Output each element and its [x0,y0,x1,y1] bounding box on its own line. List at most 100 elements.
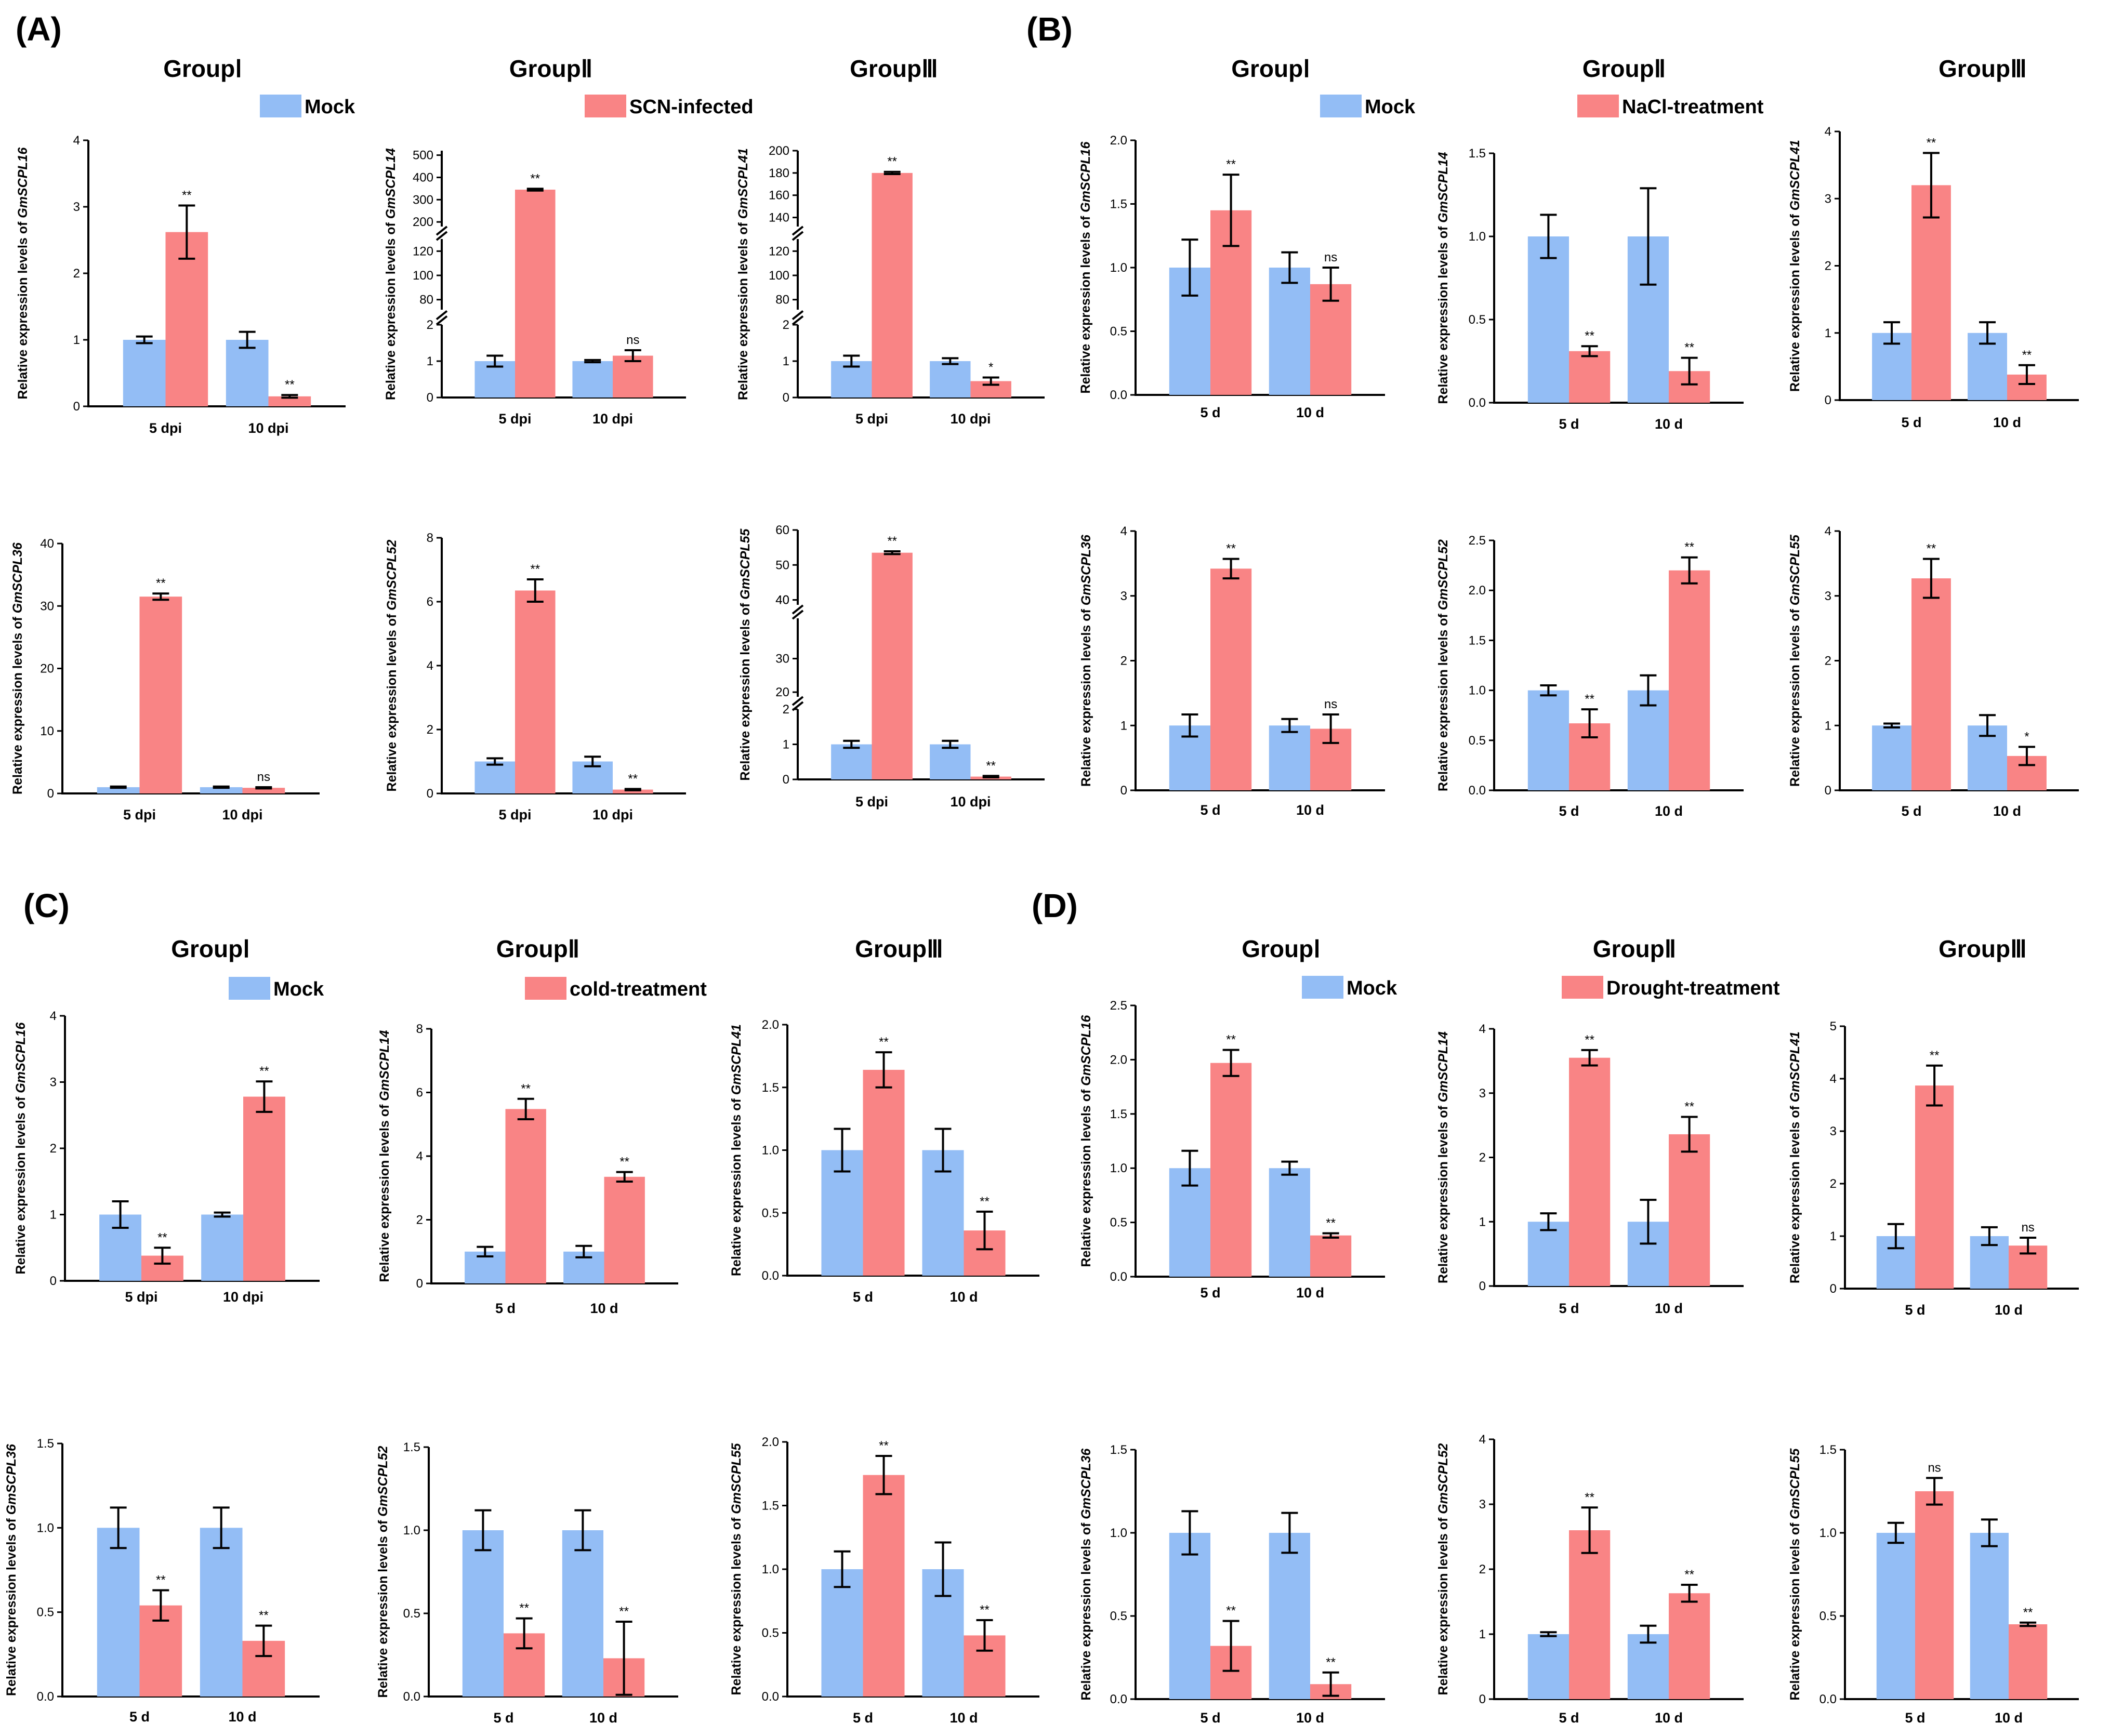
bar-mock [226,340,269,406]
significance-label: ** [182,188,192,202]
y-axis-title-prefix: Relative expression levels of [1079,1086,1093,1267]
significance-label: ** [1684,1100,1694,1114]
y-axis-title: Relative expression levels of GmSCPL52 [1436,1443,1450,1695]
y-tick-label: 2 [416,1213,423,1227]
x-tick-label: 10 d [1655,803,1683,819]
y-axis-title-gene: GmSCPL14 [377,1030,392,1101]
legend-label-treatment: Drought-treatment [1606,977,1780,999]
x-tick-label: 10 d [1655,1301,1683,1316]
group-title: GroupⅠ [163,55,242,82]
axis-break-mark [436,310,448,321]
axis-break-mark [792,609,804,620]
y-axis-title: Relative expression levels of GmSCPL36 [4,1443,19,1696]
y-tick-label: 8 [427,531,433,545]
axis-break-mark [792,696,804,706]
bar-treatment [872,552,913,779]
significance-label: ** [285,378,295,392]
y-tick-label: 0.5 [762,1206,779,1220]
x-tick-label: 5 d [1901,415,1921,430]
y-axis-title-prefix: Relative expression levels of [1436,223,1450,404]
significance-label: * [988,361,993,375]
significance-label: ** [521,1082,531,1096]
bar-treatment [1210,568,1252,790]
significance-label: * [2024,730,2029,744]
chart-c-gmscpl14: 0 2 4 6 8 Relative expression levels of GmSCP… [377,1022,678,1316]
legend-label-mock: Mock [305,96,355,118]
y-tick-label: 0.5 [1110,1609,1127,1623]
y-axis-title-gene: GmSCPL55 [729,1442,744,1514]
y-tick-label: 2 [1825,654,1831,668]
y-axis-title-prefix: Relative expression levels of [4,1515,19,1696]
bar-mock [1527,236,1569,403]
y-axis-title: Relative expression levels of GmSCPL41 [1788,140,1802,392]
y-tick-label: 1.5 [1110,1107,1127,1121]
x-tick-label: 5 d [1559,416,1579,432]
chart-a-gmscpl16: 0 1 2 3 4 Relative expression levels of GmSCP… [16,134,346,436]
significance-label: ** [980,1603,990,1617]
bar-mock [1527,1634,1569,1699]
significance-label: ** [879,1439,889,1453]
y-tick-label: 1.0 [762,1562,779,1576]
y-tick-label: 100 [769,269,789,283]
y-tick-label: 4 [1830,1072,1837,1086]
bar-treatment [1569,1057,1611,1286]
chart-b-gmscpl14: 0.0 0.5 1.0 1.5 Relative expression levels o… [1436,147,1744,432]
x-tick-label: 5 d [1200,1285,1220,1301]
y-tick-label: 140 [769,211,789,225]
y-axis-title-gene: GmSCPL55 [1788,1448,1802,1519]
group-title: GroupⅠ [1231,55,1310,82]
bar-mock [572,361,613,397]
y-axis-title-gene: GmSCPL14 [1436,152,1450,222]
y-tick-label: 1 [1479,1627,1486,1641]
significance-label: ** [1226,542,1236,556]
y-tick-label: 2.0 [1110,1053,1127,1067]
y-tick-label: 0 [783,391,789,405]
bar-mock [821,1569,863,1697]
chart-c-gmscpl55: 0.0 0.5 1.0 1.5 2.0 Relative expression level… [729,1435,1039,1726]
bar-mock [200,1528,243,1697]
y-tick-label: 4 [50,1009,57,1023]
significance-label: ** [1326,1216,1336,1230]
y-tick-label: 0.5 [762,1626,779,1640]
y-tick-label: 0 [1825,784,1831,798]
y-tick-label: 0 [427,787,433,801]
y-tick-label: 20 [775,685,789,699]
legend-label-mock: Mock [1365,96,1416,118]
y-tick-label: 1.0 [1469,230,1486,244]
y-tick-label: 0 [1479,1279,1486,1293]
y-axis-title: Relative expression levels of GmSCPL41 [729,1024,744,1276]
bar-mock [1269,268,1310,395]
legend-label-treatment: cold-treatment [570,978,707,1000]
chart-c-gmscpl16: 0 1 2 3 4 Relative expression levels of GmSCP… [14,1009,320,1305]
y-axis-title-prefix: Relative expression levels of [738,600,753,781]
y-tick-label: 2.0 [762,1018,779,1032]
y-axis-title-gene: GmSCPL36 [10,542,25,613]
bar-mock [1169,1533,1210,1699]
y-tick-label: 2 [427,318,433,332]
x-tick-label: 10 dpi [950,411,991,427]
significance-label: ** [1684,540,1694,554]
chart-a-gmscpl36: 0 10 20 30 40 Relative expression levels of G… [10,537,320,823]
x-tick-label: 10 d [589,1710,617,1726]
y-tick-label: 0 [1825,393,1831,407]
x-tick-label: 10 d [950,1710,978,1726]
significance-label: ** [519,1601,529,1615]
chart-b-gmscpl36: 0 1 2 3 4 Relative expression levels of GmSCP… [1079,524,1385,818]
bar-treatment [268,396,311,406]
panel-c-header: (C) GroupⅠ GroupⅡ GroupⅢ Mock cold-treatment [23,887,943,1000]
y-axis-title-prefix: Relative expression levels of [1788,1519,1802,1701]
x-tick-label: 5 dpi [498,807,531,823]
axis-break-mark [436,315,448,326]
chart-c-gmscpl41: 0.0 0.5 1.0 1.5 2.0 Relative expression level… [729,1018,1039,1305]
axis-break-mark [792,226,804,236]
y-tick-label: 2 [1479,1151,1486,1165]
y-axis-title-gene: GmSCPL52 [1436,1443,1450,1514]
x-tick-label: 5 dpi [855,411,888,427]
chart-c-gmscpl52: 0.0 0.5 1.0 1.5 Relative expression levels o… [376,1440,678,1726]
y-tick-label: 0 [1479,1692,1486,1706]
x-tick-label: 10 dpi [950,794,991,810]
group-title: GroupⅢ [1938,935,2027,962]
bar-mock [201,1214,243,1281]
y-tick-label: 0.0 [762,1269,779,1283]
